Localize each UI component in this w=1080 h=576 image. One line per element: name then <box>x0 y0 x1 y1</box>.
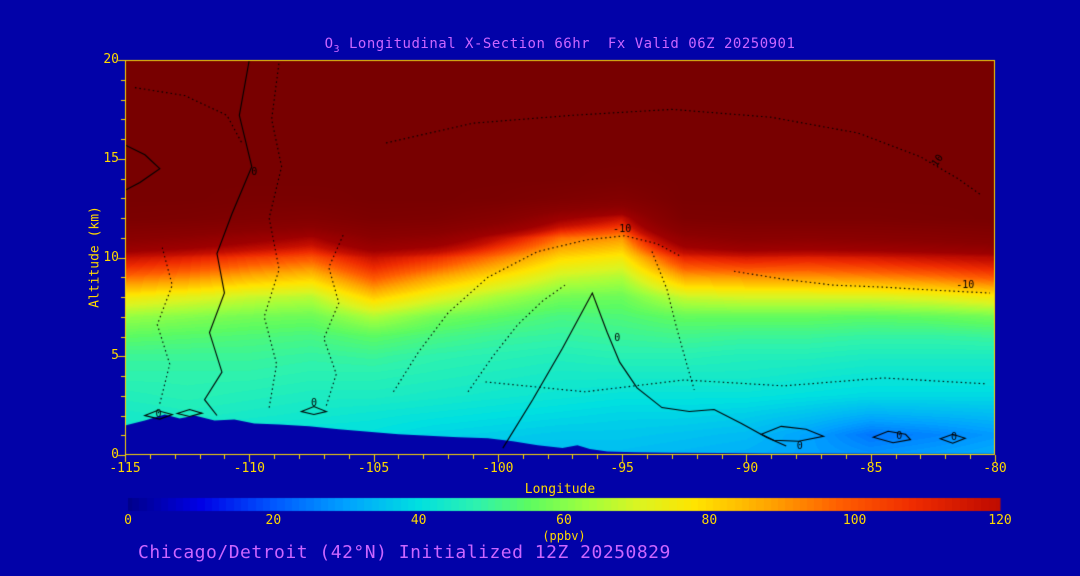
plot-title-subscript: 3 <box>333 43 341 55</box>
y-tick-label: 5 <box>111 348 119 364</box>
x-tick-label: -80 <box>983 461 1007 476</box>
x-axis-label: Longitude <box>524 482 596 497</box>
x-tick-label: -95 <box>610 461 634 476</box>
y-tick-label: 15 <box>103 150 119 166</box>
x-tick-label: -85 <box>858 461 883 476</box>
y-tick-label: 20 <box>103 52 119 67</box>
colorbar-tick-label: 60 <box>556 513 572 528</box>
plot-title-text: Longitudinal X-Section 66hr Fx Valid 06Z… <box>340 36 796 52</box>
x-tick-label: -105 <box>357 461 390 476</box>
colorbar-tick-label: 0 <box>124 513 132 528</box>
plot-title: O3 Longitudinal X-Section 66hr Fx Valid … <box>125 36 995 55</box>
x-tick-label: -110 <box>233 461 265 476</box>
x-tick-label: -90 <box>734 461 759 476</box>
x-tick-label: -115 <box>109 461 141 476</box>
colorbar-tick-label: 80 <box>701 513 718 528</box>
colorbar-tick-label: 100 <box>842 513 867 528</box>
colorbar-tick-label: 40 <box>410 513 427 528</box>
colorbar-unit-label: (ppbv) <box>542 529 586 543</box>
y-tick-label: 0 <box>111 447 119 462</box>
x-tick-label: -100 <box>482 461 514 476</box>
colorbar-tick-label: 120 <box>988 513 1012 528</box>
y-tick-label: 10 <box>103 249 119 265</box>
footer-caption: Chicago/Detroit (42°N) Initialized 12Z 2… <box>138 542 671 563</box>
colorbar-tick-label: 20 <box>265 513 282 528</box>
plot-title-species: O <box>324 36 334 52</box>
